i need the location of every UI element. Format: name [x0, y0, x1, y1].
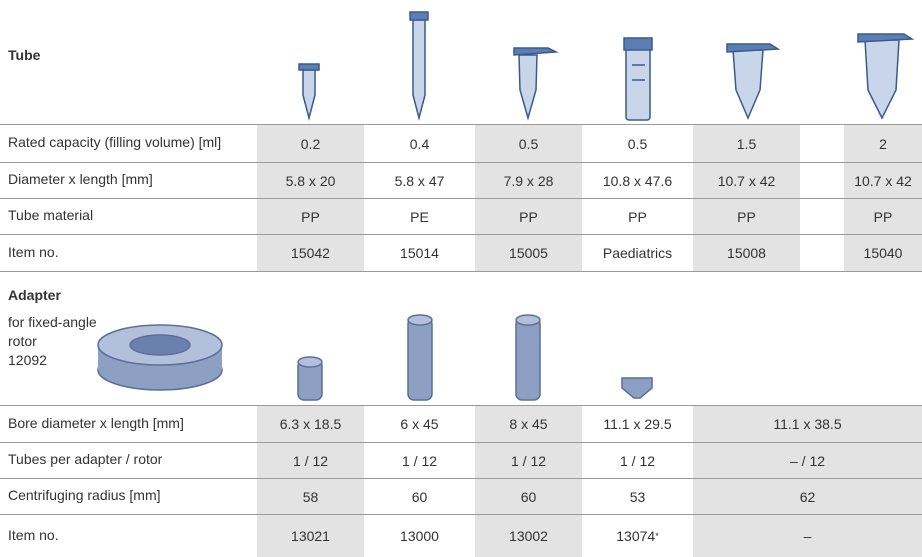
cell: 6.3 x 18.5: [257, 406, 364, 442]
cell: 8 x 45: [475, 406, 582, 442]
cell: 53: [629, 488, 646, 505]
cell: 58: [257, 479, 364, 514]
cell: 15040: [844, 235, 922, 271]
cell: 13021: [257, 515, 364, 557]
cell: PP: [844, 199, 922, 234]
cell: 11.1 x 29.5: [603, 416, 672, 432]
cell: – / 12: [693, 443, 922, 478]
cell: 62: [693, 479, 922, 514]
row-label: Bore diameter x length [mm]: [8, 414, 184, 431]
cell: –: [693, 515, 922, 557]
cell: PP: [257, 199, 364, 234]
cell: 7.9 x 28: [475, 163, 582, 198]
row-divider: [0, 405, 922, 406]
cell: 15042: [257, 235, 364, 271]
adapter-description: for fixed-angle: [8, 314, 97, 330]
row-divider: [0, 442, 922, 443]
cell: 11.1 x 38.5: [693, 406, 922, 442]
cell: PP: [628, 208, 647, 225]
cell: 10.7 x 42: [693, 163, 800, 198]
cell: 60: [475, 479, 582, 514]
cell: Paediatrics: [602, 245, 673, 261]
row-divider: [0, 478, 922, 479]
cell: 15008: [693, 235, 800, 271]
cell: 0.4: [409, 135, 430, 152]
row-divider: [0, 271, 922, 272]
row-label: Diameter x length [mm]: [8, 171, 153, 187]
row-divider: [0, 234, 922, 235]
cell: PE: [410, 208, 429, 225]
cell: 13074 *: [584, 515, 691, 557]
cell: 1 / 12: [401, 452, 438, 469]
cell: 15005: [475, 235, 582, 271]
row-divider: [0, 124, 922, 125]
cell: 5.8 x 20: [257, 163, 364, 198]
cell: 2: [844, 125, 922, 162]
row-divider: [0, 514, 922, 515]
row-label: Tubes per adapter / rotor: [8, 451, 163, 467]
cell: PP: [693, 199, 800, 234]
cell: 6 x 45: [400, 416, 439, 432]
footnote-mark: *: [655, 531, 659, 541]
row-label: Centrifuging radius [mm]: [8, 487, 161, 503]
cell-text: 13074: [616, 528, 656, 544]
row-label: Item no.: [8, 526, 59, 543]
cell: 15014: [400, 245, 439, 261]
row-label: Item no.: [8, 243, 59, 260]
cell: 0.2: [257, 125, 364, 162]
cell: 13000: [400, 528, 439, 544]
adapter-description: rotor: [8, 333, 37, 349]
section-title: Adapter: [8, 287, 61, 303]
row-divider: [0, 198, 922, 199]
cell: 10.7 x 42: [844, 163, 922, 198]
adapter-description: 12092: [8, 352, 47, 368]
cell: 1 / 12: [619, 452, 656, 469]
cell: 13002: [475, 515, 582, 557]
cell: 1.5: [693, 125, 800, 162]
row-divider: [0, 162, 922, 163]
cell: 1 / 12: [257, 443, 364, 478]
row-label: Rated capacity (filling volume) [ml]: [8, 134, 222, 150]
cell: 1 / 12: [475, 443, 582, 478]
cell: 0.5: [627, 135, 648, 152]
cell: 5.8 x 47: [394, 172, 445, 189]
row-label: Tube material: [8, 207, 94, 223]
section-title: Tube: [8, 47, 41, 63]
cell: 10.8 x 47.6: [602, 172, 673, 189]
cell: 0.5: [475, 125, 582, 162]
cell: PP: [475, 199, 582, 234]
cell: 60: [411, 488, 428, 505]
